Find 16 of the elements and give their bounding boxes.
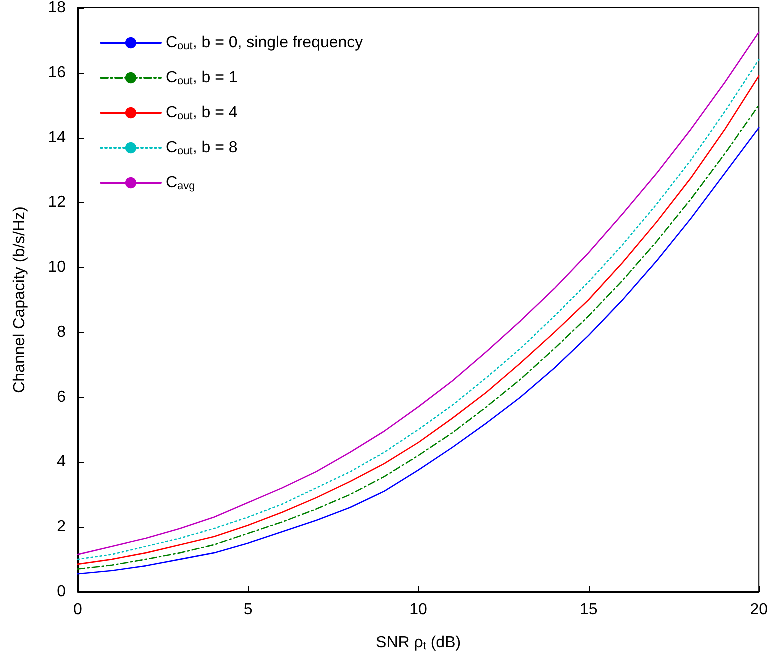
y-tick-label: 12	[48, 194, 66, 212]
x-tick-label: 20	[750, 602, 768, 618]
y-tick-label: 2	[57, 518, 66, 536]
y-tick-label: 6	[57, 388, 66, 406]
x-tick-label: 15	[580, 602, 598, 618]
x-tick-label: 10	[410, 602, 428, 618]
x-tick-label: 5	[244, 602, 253, 618]
y-tick-label: 14	[48, 129, 66, 146]
y-tick-label: 4	[57, 454, 66, 471]
y-tick-label: 0	[57, 584, 66, 600]
y-tick-label: 8	[57, 324, 66, 341]
y-tick-label: 18	[48, 0, 66, 16]
x-tick-label: 0	[74, 602, 83, 618]
y-axis-title: Channel Capacity (b/s/Hz)	[12, 206, 28, 394]
y-tick-label: 10	[48, 259, 66, 276]
y-tick-label: 16	[48, 64, 66, 82]
